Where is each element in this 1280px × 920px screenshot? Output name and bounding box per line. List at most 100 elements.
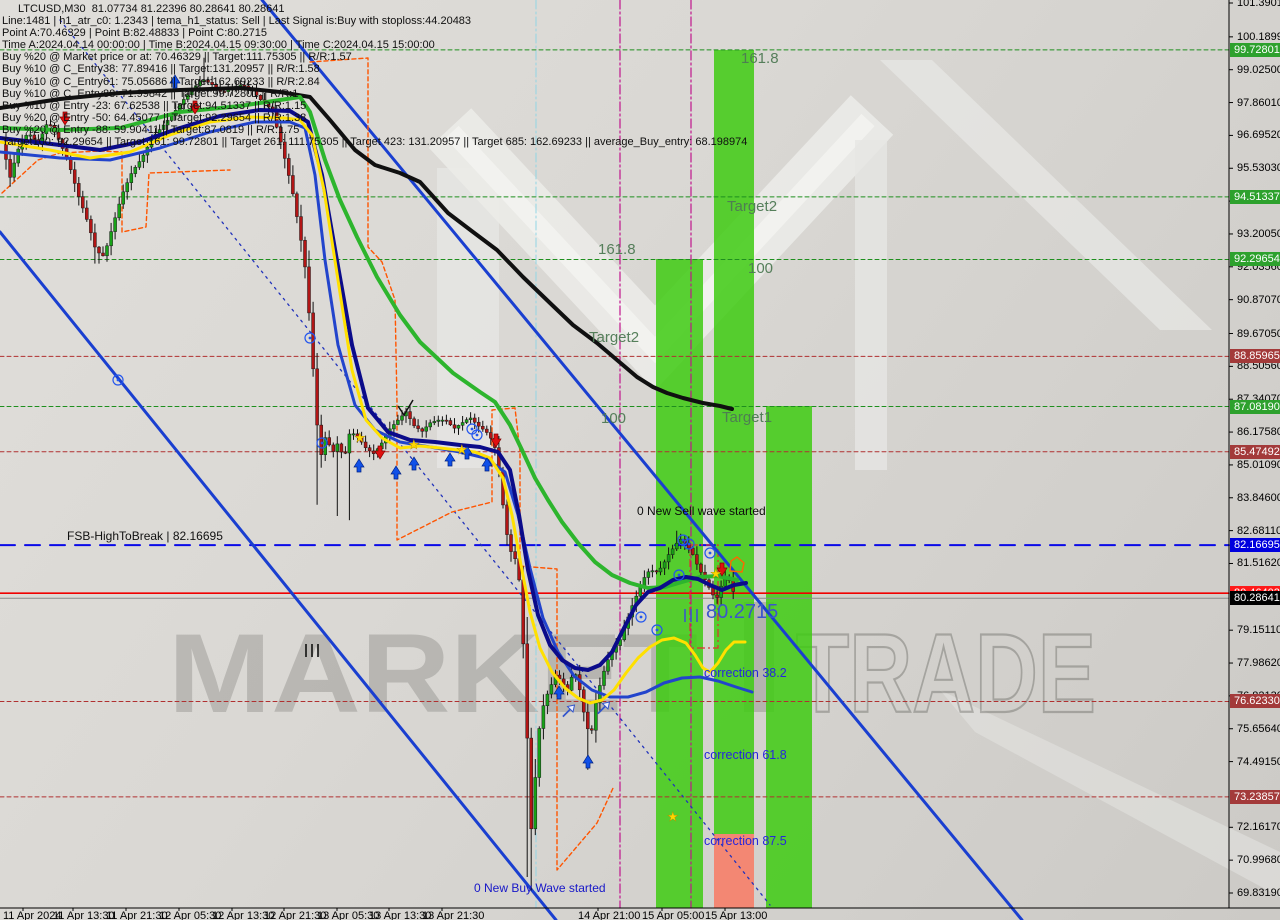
candle-bear bbox=[529, 737, 533, 830]
candle-bear bbox=[699, 563, 703, 573]
candle-bull bbox=[165, 120, 170, 126]
price-tick-label: 90.87070 bbox=[1237, 294, 1280, 306]
candle-bull bbox=[456, 425, 461, 429]
candle-bull bbox=[198, 80, 202, 87]
fib-label: 100 bbox=[748, 260, 774, 277]
candle-bear bbox=[303, 240, 307, 268]
candle-bull bbox=[602, 670, 606, 686]
watermark-brand-outline: TRADE bbox=[796, 611, 1096, 736]
candle-bull bbox=[662, 561, 667, 569]
time-axis-label: 11 Apr 13:30 bbox=[53, 910, 115, 920]
candle-bear bbox=[452, 424, 457, 429]
price-tick-label: 93.20050 bbox=[1237, 228, 1280, 240]
hollow-ne-arrow-icon bbox=[597, 701, 611, 715]
check-mark bbox=[397, 399, 414, 417]
candle-bear bbox=[691, 547, 695, 555]
price-tick-label: 75.65640 bbox=[1237, 723, 1280, 735]
ma-green bbox=[0, 95, 739, 590]
candle-bear bbox=[72, 169, 77, 184]
candle-bear bbox=[339, 443, 344, 453]
candle-bear bbox=[408, 411, 412, 419]
circle-marker-icon bbox=[651, 624, 663, 636]
candle-bull bbox=[658, 567, 663, 573]
candle-bear bbox=[85, 207, 89, 220]
channel-line-right bbox=[260, 0, 1024, 920]
candle-bear bbox=[557, 674, 562, 680]
candle-bear bbox=[489, 432, 493, 439]
circle-marker-icon bbox=[673, 569, 685, 581]
candle-bear bbox=[32, 134, 37, 140]
price-tick-label: 69.83190 bbox=[1237, 887, 1280, 899]
candle-bear bbox=[367, 447, 372, 452]
buy-arrow-icon bbox=[582, 754, 594, 769]
candle-bull bbox=[537, 728, 542, 778]
chart-info-line-12: Target100: 92.29654 || Target 161: 99.72… bbox=[2, 136, 748, 149]
chart-info-line-5: Buy %20 @ Market price or at: 70.46329 |… bbox=[2, 51, 352, 64]
price-tick-label: 70.99680 bbox=[1237, 854, 1280, 866]
tema-h1-navy bbox=[0, 108, 748, 672]
candle-bear bbox=[695, 554, 699, 565]
chart-info-header: LTCUSD,M30 81.07734 81.22396 80.28641 80… bbox=[2, 3, 747, 148]
candle-bear bbox=[93, 232, 97, 248]
correction-label: correction 87.5 bbox=[704, 834, 787, 848]
correction-label: correction 38.2 bbox=[704, 666, 787, 680]
fib-label: 161.8 bbox=[598, 241, 636, 258]
candle-bear bbox=[472, 417, 477, 423]
candle-bear bbox=[89, 219, 93, 234]
circle-marker-icon bbox=[112, 374, 124, 386]
candle-bull bbox=[186, 94, 190, 100]
star-icon: ★ bbox=[408, 437, 420, 452]
ma-yellow bbox=[0, 115, 747, 705]
chart-info-line-10: Buy %20 @ Entry -50: 64.45077 || Target:… bbox=[2, 111, 307, 124]
buy-wave-label: 0 New Buy Wave started bbox=[474, 881, 606, 895]
chart-info-line-4: Time A:2024.04.14 00:00:00 | Time B:2024… bbox=[2, 39, 435, 52]
star-icon: ★ bbox=[667, 809, 679, 824]
circle-marker-dot bbox=[677, 573, 681, 577]
star-icon: ★ bbox=[354, 430, 366, 445]
chart-info-line-6: Buy %10 @ C_Entry38: 77.89416 || Target:… bbox=[2, 63, 320, 76]
candle-bull bbox=[137, 161, 142, 168]
candle-bear bbox=[412, 418, 416, 427]
candle-bear bbox=[444, 419, 449, 422]
candle-bull bbox=[182, 99, 186, 105]
candle-bear bbox=[509, 534, 513, 552]
candle-bear bbox=[525, 643, 529, 739]
time-axis-label: 15 Apr 13:00 bbox=[705, 910, 768, 920]
price-tick-label: 99.02500 bbox=[1237, 64, 1280, 76]
candle-bull bbox=[121, 191, 125, 205]
candle-bear bbox=[101, 252, 105, 257]
fib-label: Target2 bbox=[589, 329, 640, 346]
candle-bear bbox=[291, 175, 295, 195]
fib-label: Target2 bbox=[727, 198, 778, 215]
candle-bull bbox=[440, 419, 445, 422]
candle-bull bbox=[125, 182, 129, 193]
watermark-brand-bold: MARKET bbox=[168, 611, 698, 736]
correction-label: correction 61.8 bbox=[704, 748, 787, 762]
price-axis: 101.39010 100.18990 99.02500 97.86010 96.695… bbox=[1230, 0, 1280, 908]
buy-arrow-icon bbox=[553, 685, 565, 700]
candle-bear bbox=[283, 141, 287, 159]
candle-bull bbox=[161, 124, 166, 130]
candle-bull bbox=[533, 777, 538, 830]
price-tick-label: 101.39010 bbox=[1237, 0, 1280, 9]
time-axis-label: 12 Apr 05:30 bbox=[159, 910, 222, 920]
time-axis-label: 12 Apr 21:30 bbox=[264, 910, 327, 920]
sell-arrow-icon bbox=[189, 100, 201, 115]
watermark-logo-chevron-highlight bbox=[445, 113, 875, 364]
time-axis-label: 15 Apr 05:00 bbox=[642, 910, 705, 920]
candle-bull bbox=[16, 148, 20, 164]
sell-arrow-icon bbox=[59, 111, 71, 126]
price-tick-label: 97.86010 bbox=[1237, 97, 1280, 109]
candle-bull bbox=[666, 554, 671, 563]
candle-bull bbox=[351, 433, 356, 436]
fib-extension-bar-tall bbox=[714, 50, 754, 834]
circle-marker-dot bbox=[708, 551, 712, 555]
candle-bull bbox=[113, 217, 117, 232]
candle-bull bbox=[28, 134, 33, 137]
candle-bear bbox=[331, 444, 336, 452]
candle-bear bbox=[81, 196, 85, 209]
candle-bear bbox=[505, 504, 509, 535]
buy-arrow-icon bbox=[481, 457, 493, 472]
watermark-logo-swoosh-top bbox=[880, 60, 1212, 330]
